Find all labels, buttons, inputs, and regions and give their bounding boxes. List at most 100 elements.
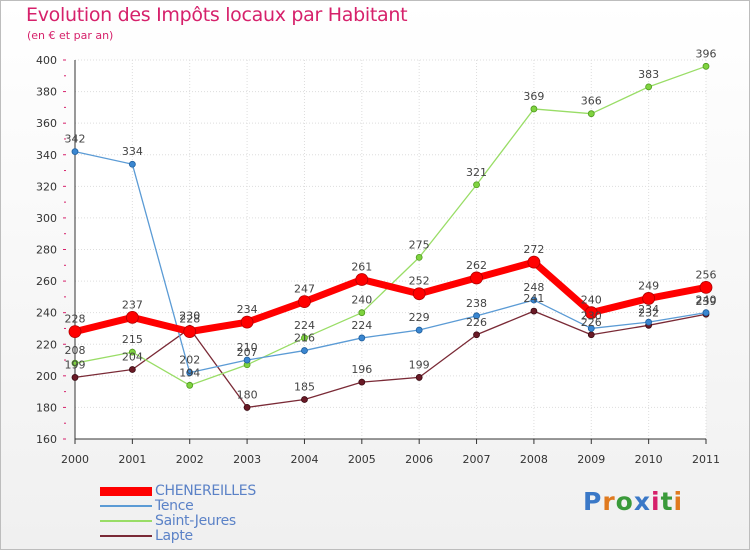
- series-line-lapte: [74, 310, 707, 409]
- data-label-tence: 230: [581, 309, 602, 322]
- data-point-saint-jeures: [415, 253, 423, 261]
- data-label-saint-jeures: 321: [466, 166, 487, 179]
- data-point-lapte: [71, 374, 79, 381]
- data-label-chenereilles: 228: [65, 313, 86, 326]
- data-point-tence: [415, 326, 423, 334]
- axes: 160 180 200 220 240 260 280 300 320 340 360 380 400 2…: [36, 54, 720, 466]
- x-tick-label: 2006: [405, 453, 433, 466]
- data-point-chenereilles: [68, 325, 82, 339]
- data-label-lapte: 196: [351, 363, 372, 376]
- legend-item-tence: Tence: [100, 499, 340, 514]
- legend-item-lapte: Lapte: [100, 529, 340, 544]
- logo-letter: i: [651, 487, 661, 516]
- data-label-tence: 224: [351, 319, 372, 332]
- legend-swatch-saint-jeures: [100, 520, 152, 522]
- y-tick-label: 180: [36, 401, 57, 414]
- data-label-lapte: 199: [409, 358, 430, 371]
- y-tick-label: 280: [36, 244, 57, 257]
- legend-label-lapte: Lapte: [155, 528, 193, 544]
- y-tick-label: 200: [36, 370, 57, 383]
- y-tick-label: 360: [36, 117, 57, 130]
- grid: [74, 59, 707, 440]
- data-point-chenereilles: [183, 325, 197, 339]
- data-label-saint-jeures: 366: [581, 95, 602, 108]
- data-point-saint-jeures: [128, 348, 136, 356]
- data-label-lapte: 232: [638, 306, 659, 319]
- data-label-saint-jeures: 208: [65, 344, 86, 357]
- data-point-saint-jeures: [358, 309, 366, 317]
- data-point-chenereilles: [584, 306, 598, 320]
- x-tick-label: 2000: [61, 453, 89, 466]
- data-point-lapte: [243, 404, 251, 411]
- data-point-saint-jeures: [301, 334, 308, 342]
- series-lines: [68, 62, 713, 411]
- legend-item-chenereilles: CHENEREILLES: [100, 484, 340, 499]
- data-point-saint-jeures: [186, 381, 194, 389]
- data-label-tence: 210: [237, 341, 258, 354]
- data-label-chenereilles: 252: [409, 275, 430, 288]
- data-label-tence: 234: [638, 303, 659, 316]
- legend-swatch-lapte: [100, 535, 152, 537]
- data-label-tence: 216: [294, 332, 315, 345]
- x-tick-label: 2011: [692, 453, 720, 466]
- data-label-chenereilles: 247: [294, 283, 315, 296]
- data-label-lapte: 226: [581, 316, 602, 329]
- series-line-tence: [74, 150, 707, 374]
- logo-letter: o: [615, 487, 634, 516]
- data-point-chenereilles: [699, 280, 713, 294]
- data-label-chenereilles: 272: [523, 243, 544, 256]
- data-point-tence: [243, 356, 251, 364]
- proxiti-logo: Proxiti: [583, 487, 683, 516]
- data-label-chenereilles: 262: [466, 259, 487, 272]
- data-label-lapte: 226: [466, 316, 487, 329]
- data-label-chenereilles: 256: [696, 268, 717, 281]
- data-point-chenereilles: [470, 271, 483, 285]
- data-point-lapte: [301, 396, 308, 403]
- data-point-chenereilles: [355, 273, 369, 286]
- data-point-tence: [71, 148, 79, 155]
- data-label-lapte: 239: [696, 295, 717, 308]
- legend-label-saint-jeures: Saint-Jeures: [155, 513, 236, 529]
- logo-letter: x: [633, 487, 651, 516]
- y-tick-label: 260: [36, 275, 57, 288]
- data-point-saint-jeures: [71, 359, 79, 367]
- data-label-chenereilles: 261: [351, 261, 372, 274]
- legend-swatch-tence: [100, 505, 152, 507]
- data-point-tence: [702, 309, 710, 317]
- data-label-saint-jeures: 396: [696, 47, 717, 60]
- y-tick-label: 320: [36, 180, 57, 193]
- data-point-lapte: [358, 378, 366, 386]
- data-point-saint-jeures: [645, 83, 653, 91]
- data-point-tence: [186, 369, 194, 377]
- data-label-lapte: 241: [523, 292, 544, 305]
- y-tick-label: 160: [36, 433, 57, 446]
- data-point-chenereilles: [240, 315, 254, 329]
- data-point-saint-jeures: [530, 105, 538, 113]
- legend: CHENEREILLES Tence Saint-Jeures Lapte: [100, 484, 340, 544]
- x-tick-label: 2007: [463, 453, 491, 466]
- data-label-chenereilles: 237: [122, 298, 143, 311]
- chart-title: Evolution des Impôts locaux par Habitant: [26, 4, 408, 26]
- x-tick-label: 2003: [233, 453, 261, 466]
- legend-label-tence: Tence: [155, 498, 194, 514]
- data-label-tence: 240: [696, 294, 717, 307]
- data-point-chenereilles: [125, 311, 139, 324]
- data-label-tence: 229: [409, 311, 430, 324]
- data-label-saint-jeures: 194: [179, 366, 200, 379]
- y-tick-label: 300: [36, 212, 57, 225]
- data-label-lapte: 180: [237, 388, 258, 401]
- data-label-saint-jeures: 215: [122, 333, 143, 346]
- logo-letter: t: [660, 487, 674, 516]
- y-tick-label: 240: [36, 307, 57, 320]
- y-tick-label: 340: [36, 149, 57, 162]
- data-label-tence: 202: [179, 354, 200, 367]
- data-label-tence: 238: [466, 297, 487, 310]
- data-label-saint-jeures: 383: [638, 68, 659, 81]
- data-point-tence: [473, 312, 480, 320]
- y-tick-label: 400: [36, 54, 57, 67]
- data-point-chenereilles: [412, 287, 426, 301]
- data-label-tence: 334: [122, 145, 143, 158]
- data-point-tence: [128, 160, 136, 168]
- x-tick-label: 2005: [348, 453, 376, 466]
